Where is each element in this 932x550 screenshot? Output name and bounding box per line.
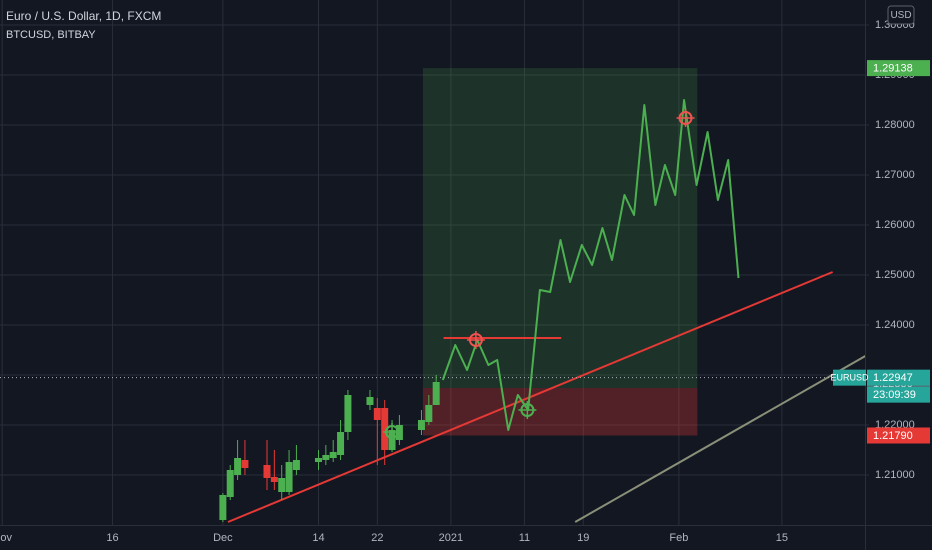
candle-body [344, 395, 352, 432]
series-badge [833, 369, 866, 386]
x-tick-label: 22 [371, 532, 383, 544]
x-tick-label: 11 [519, 532, 530, 544]
marker-cross [518, 401, 537, 419]
series-badge-label: EURUSD [830, 373, 869, 383]
candle-body [241, 460, 249, 468]
grid [0, 0, 865, 525]
y-tick-label: 1.21000 [875, 469, 915, 481]
candle-body [337, 432, 345, 455]
x-tick-label: Nov [0, 532, 12, 544]
candle-body [373, 408, 381, 420]
profit-zone [422, 68, 698, 388]
countdown-badge [867, 386, 930, 403]
countdown-label: 23:09:39 [873, 389, 916, 401]
marker-cross [676, 109, 695, 127]
x-tick-label: 2021 [439, 532, 463, 544]
x-tick-label: Feb [669, 532, 688, 544]
candle-body [329, 452, 337, 458]
candle-body [226, 470, 234, 497]
x-tick-label: Dec [213, 532, 233, 544]
trendline [574, 355, 865, 523]
candle-body [234, 458, 242, 475]
candle-body [322, 455, 330, 460]
axes: 1.210001.220001.230001.240001.250001.260… [0, 19, 930, 544]
candle-body [432, 382, 440, 405]
price-badge-label: 1.29138 [873, 63, 913, 75]
price-badge [867, 427, 930, 444]
candle-body [278, 478, 286, 492]
chart-title: Euro / U.S. Dollar, 1D, FXCM [6, 9, 161, 23]
overlay-line [441, 99, 740, 431]
candle-body [366, 397, 374, 405]
plot-area [0, 68, 865, 523]
y-tick-label: 1.28000 [875, 119, 915, 131]
x-tick-label: 14 [312, 532, 324, 544]
price-badge [867, 369, 930, 386]
y-tick-label: 1.24000 [875, 319, 915, 331]
marker-cross [466, 331, 485, 349]
x-tick-label: 15 [776, 532, 788, 544]
y-tick-label: 1.26000 [875, 219, 915, 231]
y-tick-label: 1.27000 [875, 169, 915, 181]
candle-body [314, 458, 322, 462]
price-badge [867, 60, 930, 77]
candle-body [285, 462, 293, 492]
price-badge-label: 1.21790 [873, 430, 913, 442]
x-tick-label: 16 [106, 532, 118, 544]
candle-body [270, 477, 278, 482]
currency-label[interactable]: USD [890, 10, 911, 21]
price-badge-label: 1.22947 [873, 372, 913, 384]
marker-cross [383, 423, 402, 441]
currency-badge[interactable] [887, 5, 915, 25]
candle-body [417, 420, 425, 430]
candle-body [292, 460, 300, 470]
candle-body [219, 495, 227, 520]
candle-body [381, 408, 389, 450]
y-tick-label: 1.25000 [875, 269, 915, 281]
x-tick-label: 19 [577, 532, 589, 544]
loss-zone [422, 388, 698, 436]
series-label: BTCUSD, BITBAY [6, 29, 96, 41]
candle-body [263, 465, 271, 478]
candle-body [425, 405, 433, 422]
